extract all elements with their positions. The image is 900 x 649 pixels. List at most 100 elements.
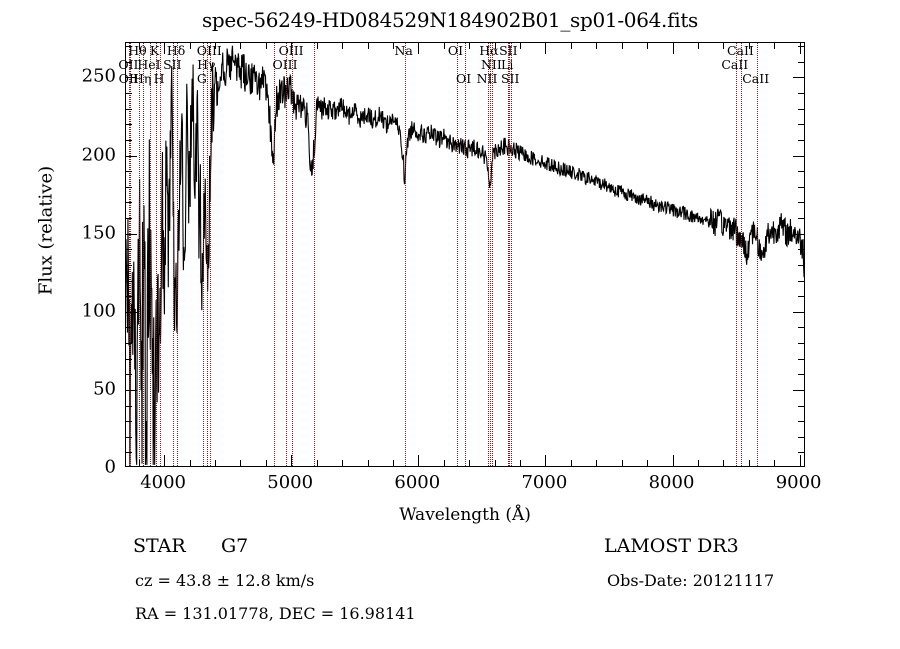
line-label-sii: SII — [499, 43, 518, 58]
x-tick — [215, 460, 216, 466]
x-tick — [291, 455, 293, 466]
x-tick — [189, 460, 191, 466]
y-tick — [126, 311, 137, 313]
y-tick-right — [798, 249, 804, 251]
y-tick — [126, 296, 132, 298]
y-tick-right — [793, 389, 804, 391]
y-tick-right — [793, 77, 804, 79]
y-tick — [126, 202, 132, 204]
y-tick-right — [798, 405, 804, 407]
y-tick-right — [798, 327, 804, 329]
x-tick — [621, 460, 623, 466]
y-tick-right — [798, 186, 804, 188]
y-tick — [126, 139, 132, 141]
x-tick-top — [265, 43, 267, 49]
x-tick — [596, 460, 598, 466]
x-tick-label: 5000 — [267, 472, 314, 493]
x-tick — [265, 460, 267, 466]
x-axis-title: Wavelength (Å) — [399, 505, 531, 525]
y-tick — [126, 233, 137, 235]
x-tick-top — [723, 43, 725, 49]
sky-coordinates: RA = 131.01778, DEC = 16.98141 — [135, 604, 416, 623]
y-tick — [126, 108, 132, 110]
y-tick-right — [798, 218, 804, 219]
x-tick-top — [647, 43, 649, 49]
y-tick-right — [798, 343, 804, 344]
x-tick-top — [138, 43, 140, 49]
x-tick — [240, 460, 242, 466]
object-subclass: G7 — [221, 535, 249, 557]
x-tick-label: 6000 — [394, 472, 441, 493]
y-tick — [126, 421, 132, 423]
object-class: STAR — [133, 535, 186, 557]
x-tick-top — [774, 43, 776, 49]
x-tick-top — [469, 43, 471, 49]
y-tick-right — [798, 374, 804, 376]
x-tick-label: 7000 — [521, 472, 568, 493]
x-tick — [723, 460, 725, 466]
y-axis-title: Flux (relative) — [35, 165, 57, 296]
line-label-oii: OII — [118, 57, 139, 72]
y-tick-right — [798, 264, 804, 266]
line-label-h: Hα — [479, 43, 499, 58]
x-tick — [520, 460, 521, 466]
y-tick-right — [798, 108, 804, 110]
x-tick — [647, 460, 649, 466]
x-tick-top — [392, 43, 394, 49]
y-tick-right — [798, 46, 804, 48]
y-tick — [126, 155, 137, 157]
x-tick — [443, 460, 445, 466]
x-tick — [164, 455, 166, 466]
y-tick — [126, 171, 132, 173]
y-tick — [126, 218, 132, 219]
line-label-h: Hη — [132, 71, 152, 86]
y-tick-right — [793, 311, 804, 313]
x-tick-top — [418, 43, 420, 54]
y-tick-label: 0 — [104, 456, 116, 478]
x-tick-label: 8000 — [648, 472, 695, 493]
y-tick-right — [793, 233, 804, 235]
y-tick — [126, 327, 132, 329]
y-tick-right — [798, 436, 804, 438]
y-tick-right — [798, 124, 804, 126]
x-tick-top — [799, 43, 801, 54]
y-tick — [126, 452, 132, 454]
x-tick-top — [545, 43, 547, 54]
x-tick-top — [291, 43, 293, 54]
y-tick-label: 250 — [81, 65, 116, 87]
y-tick-label: 100 — [81, 300, 116, 322]
observation-date: Obs-Date: 20121117 — [607, 571, 775, 590]
y-tick — [126, 389, 137, 391]
x-tick-top — [494, 43, 496, 49]
y-tick — [126, 374, 132, 376]
line-label-nii: NII — [476, 71, 498, 86]
x-tick-top — [698, 43, 699, 49]
x-tick — [418, 455, 420, 466]
x-tick — [316, 460, 318, 466]
line-label-h: Hθ — [128, 43, 147, 58]
x-tick — [342, 460, 344, 466]
y-tick-right — [798, 139, 804, 141]
x-tick — [748, 460, 750, 466]
x-tick — [774, 460, 776, 466]
survey-name: LAMOST DR3 — [604, 535, 739, 557]
x-tick-top — [215, 43, 216, 49]
line-label-oi: OI — [456, 71, 472, 86]
line-label-k: K — [149, 43, 160, 58]
y-tick — [126, 124, 132, 126]
x-tick-top — [342, 43, 344, 49]
x-tick-label: 9000 — [775, 472, 822, 493]
y-tick-label: 200 — [81, 144, 116, 165]
line-label-caii: CaII — [726, 43, 754, 58]
line-label-oi: OI — [447, 43, 464, 58]
y-tick — [126, 264, 132, 266]
y-tick-label: 50 — [93, 378, 116, 400]
y-tick-right — [793, 155, 804, 157]
y-tick — [126, 343, 132, 344]
y-tick-label: 150 — [81, 222, 116, 244]
y-tick-right — [798, 202, 804, 204]
x-tick — [672, 455, 674, 466]
x-tick-top — [240, 43, 242, 49]
y-tick-right — [798, 280, 804, 282]
